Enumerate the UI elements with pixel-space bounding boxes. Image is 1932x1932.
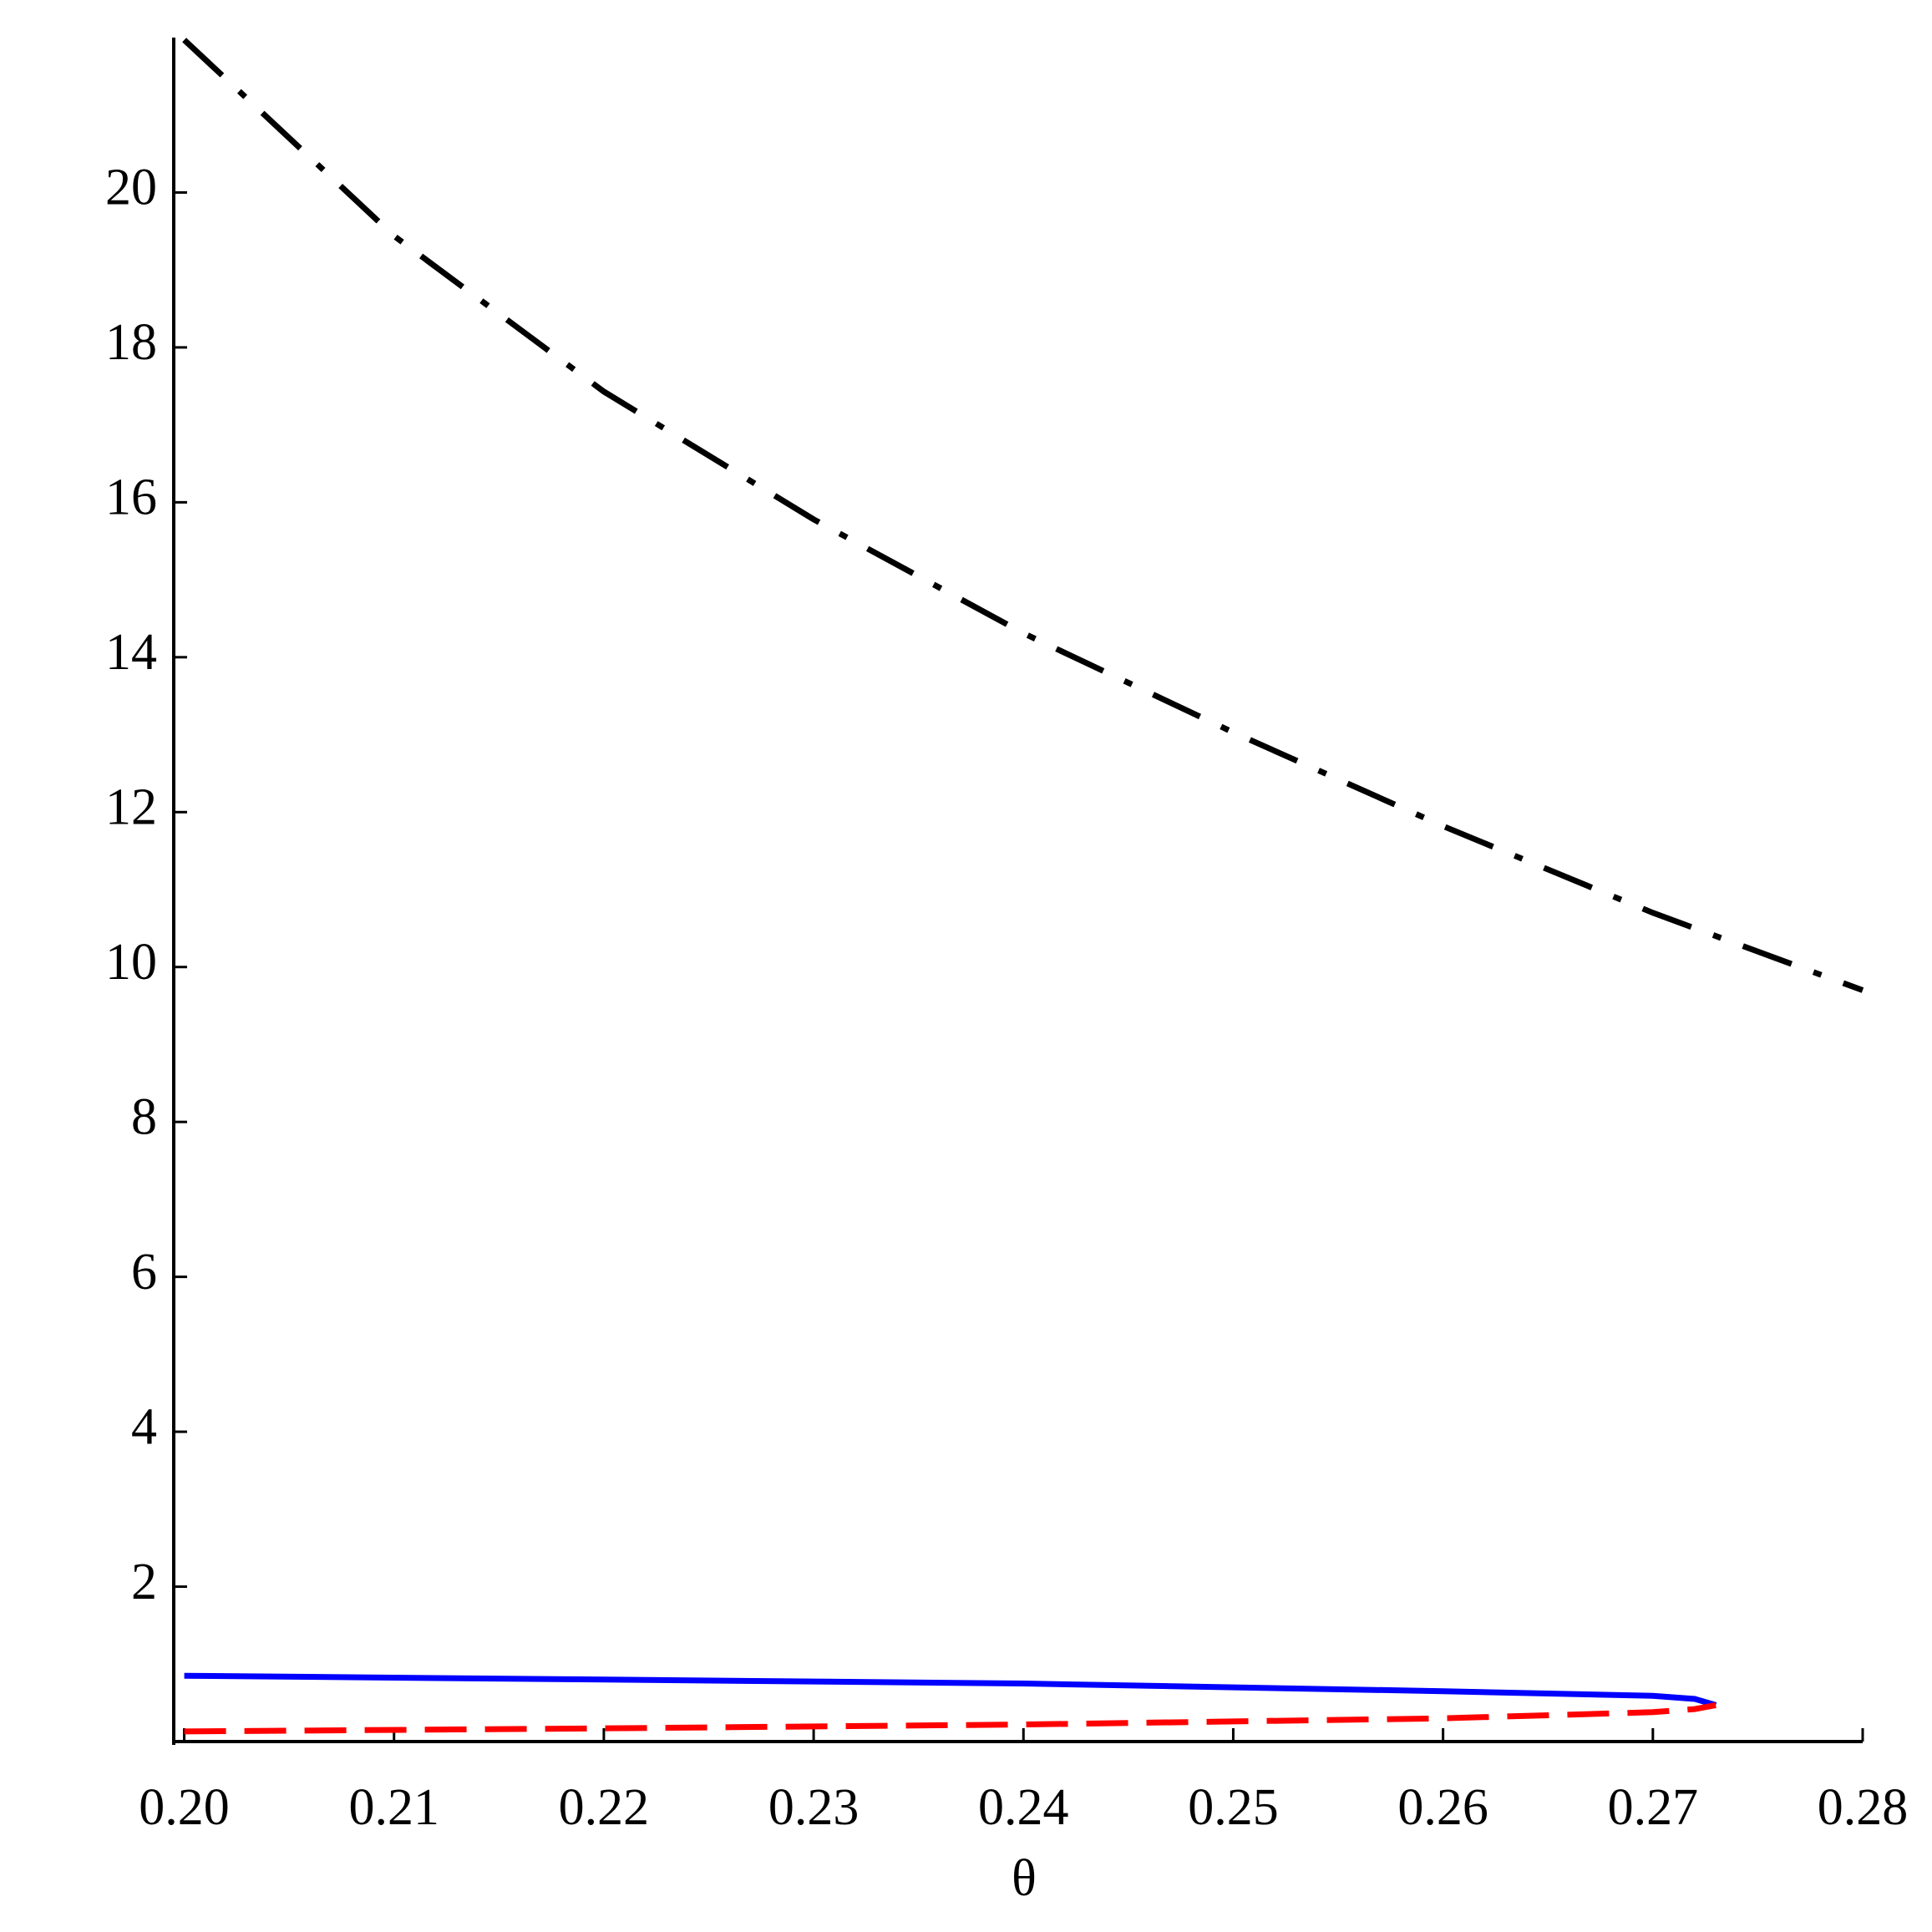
x-tick-label: 0.20 [139, 1779, 230, 1836]
y-tick-label: 12 [105, 779, 157, 836]
x-tick-label: 0.21 [348, 1779, 439, 1836]
x-tick-label: 0.26 [1397, 1779, 1488, 1836]
x-tick-label: 0.22 [559, 1779, 650, 1836]
x-tick-label: 0.23 [768, 1779, 860, 1836]
y-tick-label: 6 [131, 1244, 157, 1301]
series-line [184, 1701, 1716, 1735]
y-tick-label: 8 [131, 1088, 157, 1145]
y-tick-label: 14 [105, 624, 157, 681]
series-line [182, 38, 1864, 993]
y-tick-label: 2 [131, 1554, 157, 1610]
x-tick-label: 0.25 [1188, 1779, 1279, 1836]
series-line [184, 1672, 1717, 1708]
y-tick-label: 4 [131, 1398, 157, 1455]
y-tick-label: 10 [105, 934, 157, 991]
x-axis-label: θ [1012, 1850, 1037, 1907]
y-tick-label: 18 [105, 314, 157, 371]
y-tick-label: 16 [105, 469, 157, 526]
x-tick-label: 0.24 [978, 1779, 1069, 1836]
x-tick-label: 0.27 [1608, 1779, 1699, 1836]
x-tick-label: 0.28 [1818, 1779, 1909, 1836]
y-tick-label: 20 [105, 160, 157, 216]
